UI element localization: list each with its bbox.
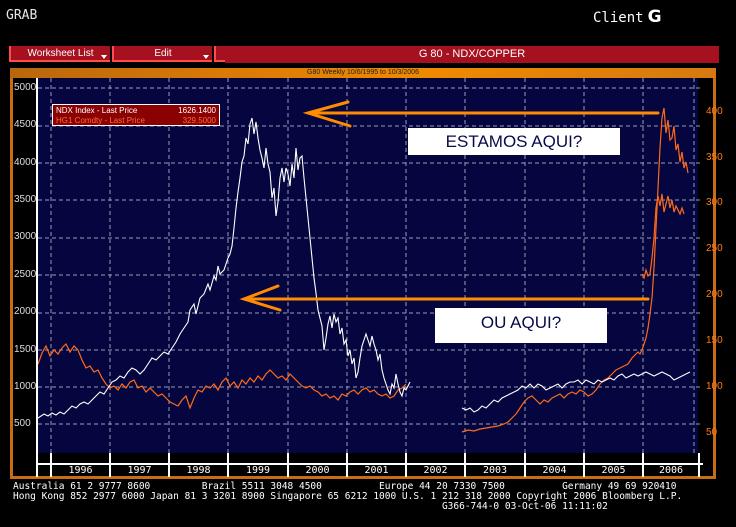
chart-frame — [10, 78, 716, 479]
ndx-line-2003-2006 — [461, 371, 691, 413]
y-tick-right: 350 — [706, 152, 723, 163]
arrow-bottom-head — [239, 284, 282, 312]
x-tick: 1996 — [50, 453, 109, 477]
x-tick: 2006 — [642, 453, 700, 477]
legend-ndx-name: NDX Index - Last Price — [56, 106, 138, 115]
chart-svg — [38, 78, 700, 453]
legend-row-ndx: NDX Index - Last Price 1626.1400 — [56, 106, 216, 116]
footer-line-3: G366-744-0 03-Oct-06 11:11:02 — [13, 501, 608, 512]
worksheet-list-label: Worksheet List — [27, 48, 94, 59]
y-tick-left: 500 — [14, 418, 31, 429]
y-tick-left: 5000 — [14, 82, 37, 93]
callout-ou-aqui: OU AQUI? — [435, 308, 607, 343]
x-tick: 2003 — [464, 453, 524, 477]
edit-button[interactable]: Edit — [112, 46, 212, 62]
edit-label: Edit — [154, 48, 172, 59]
y-tick-left: 2500 — [14, 269, 37, 280]
x-tick: 2005 — [583, 453, 642, 477]
callout-estamos-aqui: ESTAMOS AQUI? — [408, 128, 620, 155]
terminal-header: GRAB Client G — [0, 0, 736, 40]
x-tick: 1998 — [168, 453, 227, 477]
y-tick-right: 200 — [706, 289, 723, 300]
x-tick: 2001 — [346, 453, 405, 477]
legend-row-copper: HG1 Comdty - Last Price 329.5000 — [56, 116, 216, 126]
x-tick: 2004 — [524, 453, 583, 477]
legend-ndx-value: 1626.1400 — [178, 106, 216, 115]
copper-line-2003-2006 — [461, 107, 689, 433]
legend-copper-value: 329.5000 — [182, 116, 216, 125]
legend-copper-name: HG1 Comdty - Last Price — [56, 116, 145, 125]
dropdown-arrow-icon — [203, 55, 209, 59]
menu-bar: Worksheet List Edit Options G 80 - NDX/C… — [9, 46, 719, 63]
worksheet-list-button[interactable]: Worksheet List — [9, 46, 110, 62]
y-tick-right: 150 — [706, 335, 723, 346]
chart-legend: NDX Index - Last Price 1626.1400 HG1 Com… — [52, 104, 220, 126]
ndx-line — [38, 117, 411, 419]
client-text: Client — [593, 10, 644, 26]
y-tick-left: 4500 — [14, 119, 37, 130]
footer-line-2: Hong Kong 852 2977 6000 Japan 81 3 3201 … — [13, 491, 683, 502]
client-letter: G — [647, 7, 662, 27]
footer-contacts: Australia 61 2 9777 8600 Brazil 5511 304… — [13, 482, 682, 512]
y-tick-left: 1500 — [14, 344, 37, 355]
y-tick-left: 4000 — [14, 157, 37, 168]
x-tick: 1997 — [109, 453, 168, 477]
copper-line — [38, 342, 407, 410]
x-axis: 1996 1997 1998 1999 2000 2001 2002 2003 … — [36, 453, 703, 477]
copper-line-overlay — [641, 193, 685, 280]
y-tick-left: 1000 — [14, 381, 37, 392]
y-tick-right: 50 — [706, 427, 718, 438]
x-tick: 2000 — [287, 453, 346, 477]
y-tick-left: 3500 — [14, 194, 37, 205]
y-tick-left: 3000 — [14, 231, 37, 242]
dropdown-arrow-icon — [101, 55, 107, 59]
grid-lines — [38, 78, 700, 453]
y-tick-left: 2000 — [14, 306, 37, 317]
footer-line-1: Australia 61 2 9777 8600 Brazil 5511 304… — [13, 481, 677, 492]
arrow-top-head — [302, 100, 352, 128]
y-tick-right: 400 — [706, 106, 723, 117]
x-tick: 1999 — [227, 453, 287, 477]
annotation-arrows — [239, 100, 660, 312]
client-label: Client G — [593, 7, 662, 27]
chart-subtitle: G80 Weekly 10/6/1995 to 10/3/2006 — [10, 68, 716, 78]
y-tick-right: 100 — [706, 381, 723, 392]
x-axis-divider — [38, 463, 703, 465]
y-tick-right: 250 — [706, 243, 723, 254]
screen-title: G 80 - NDX/COPPER — [225, 46, 719, 63]
x-tick: 2002 — [405, 453, 464, 477]
app-label: GRAB — [6, 8, 38, 23]
y-tick-right: 300 — [706, 197, 723, 208]
